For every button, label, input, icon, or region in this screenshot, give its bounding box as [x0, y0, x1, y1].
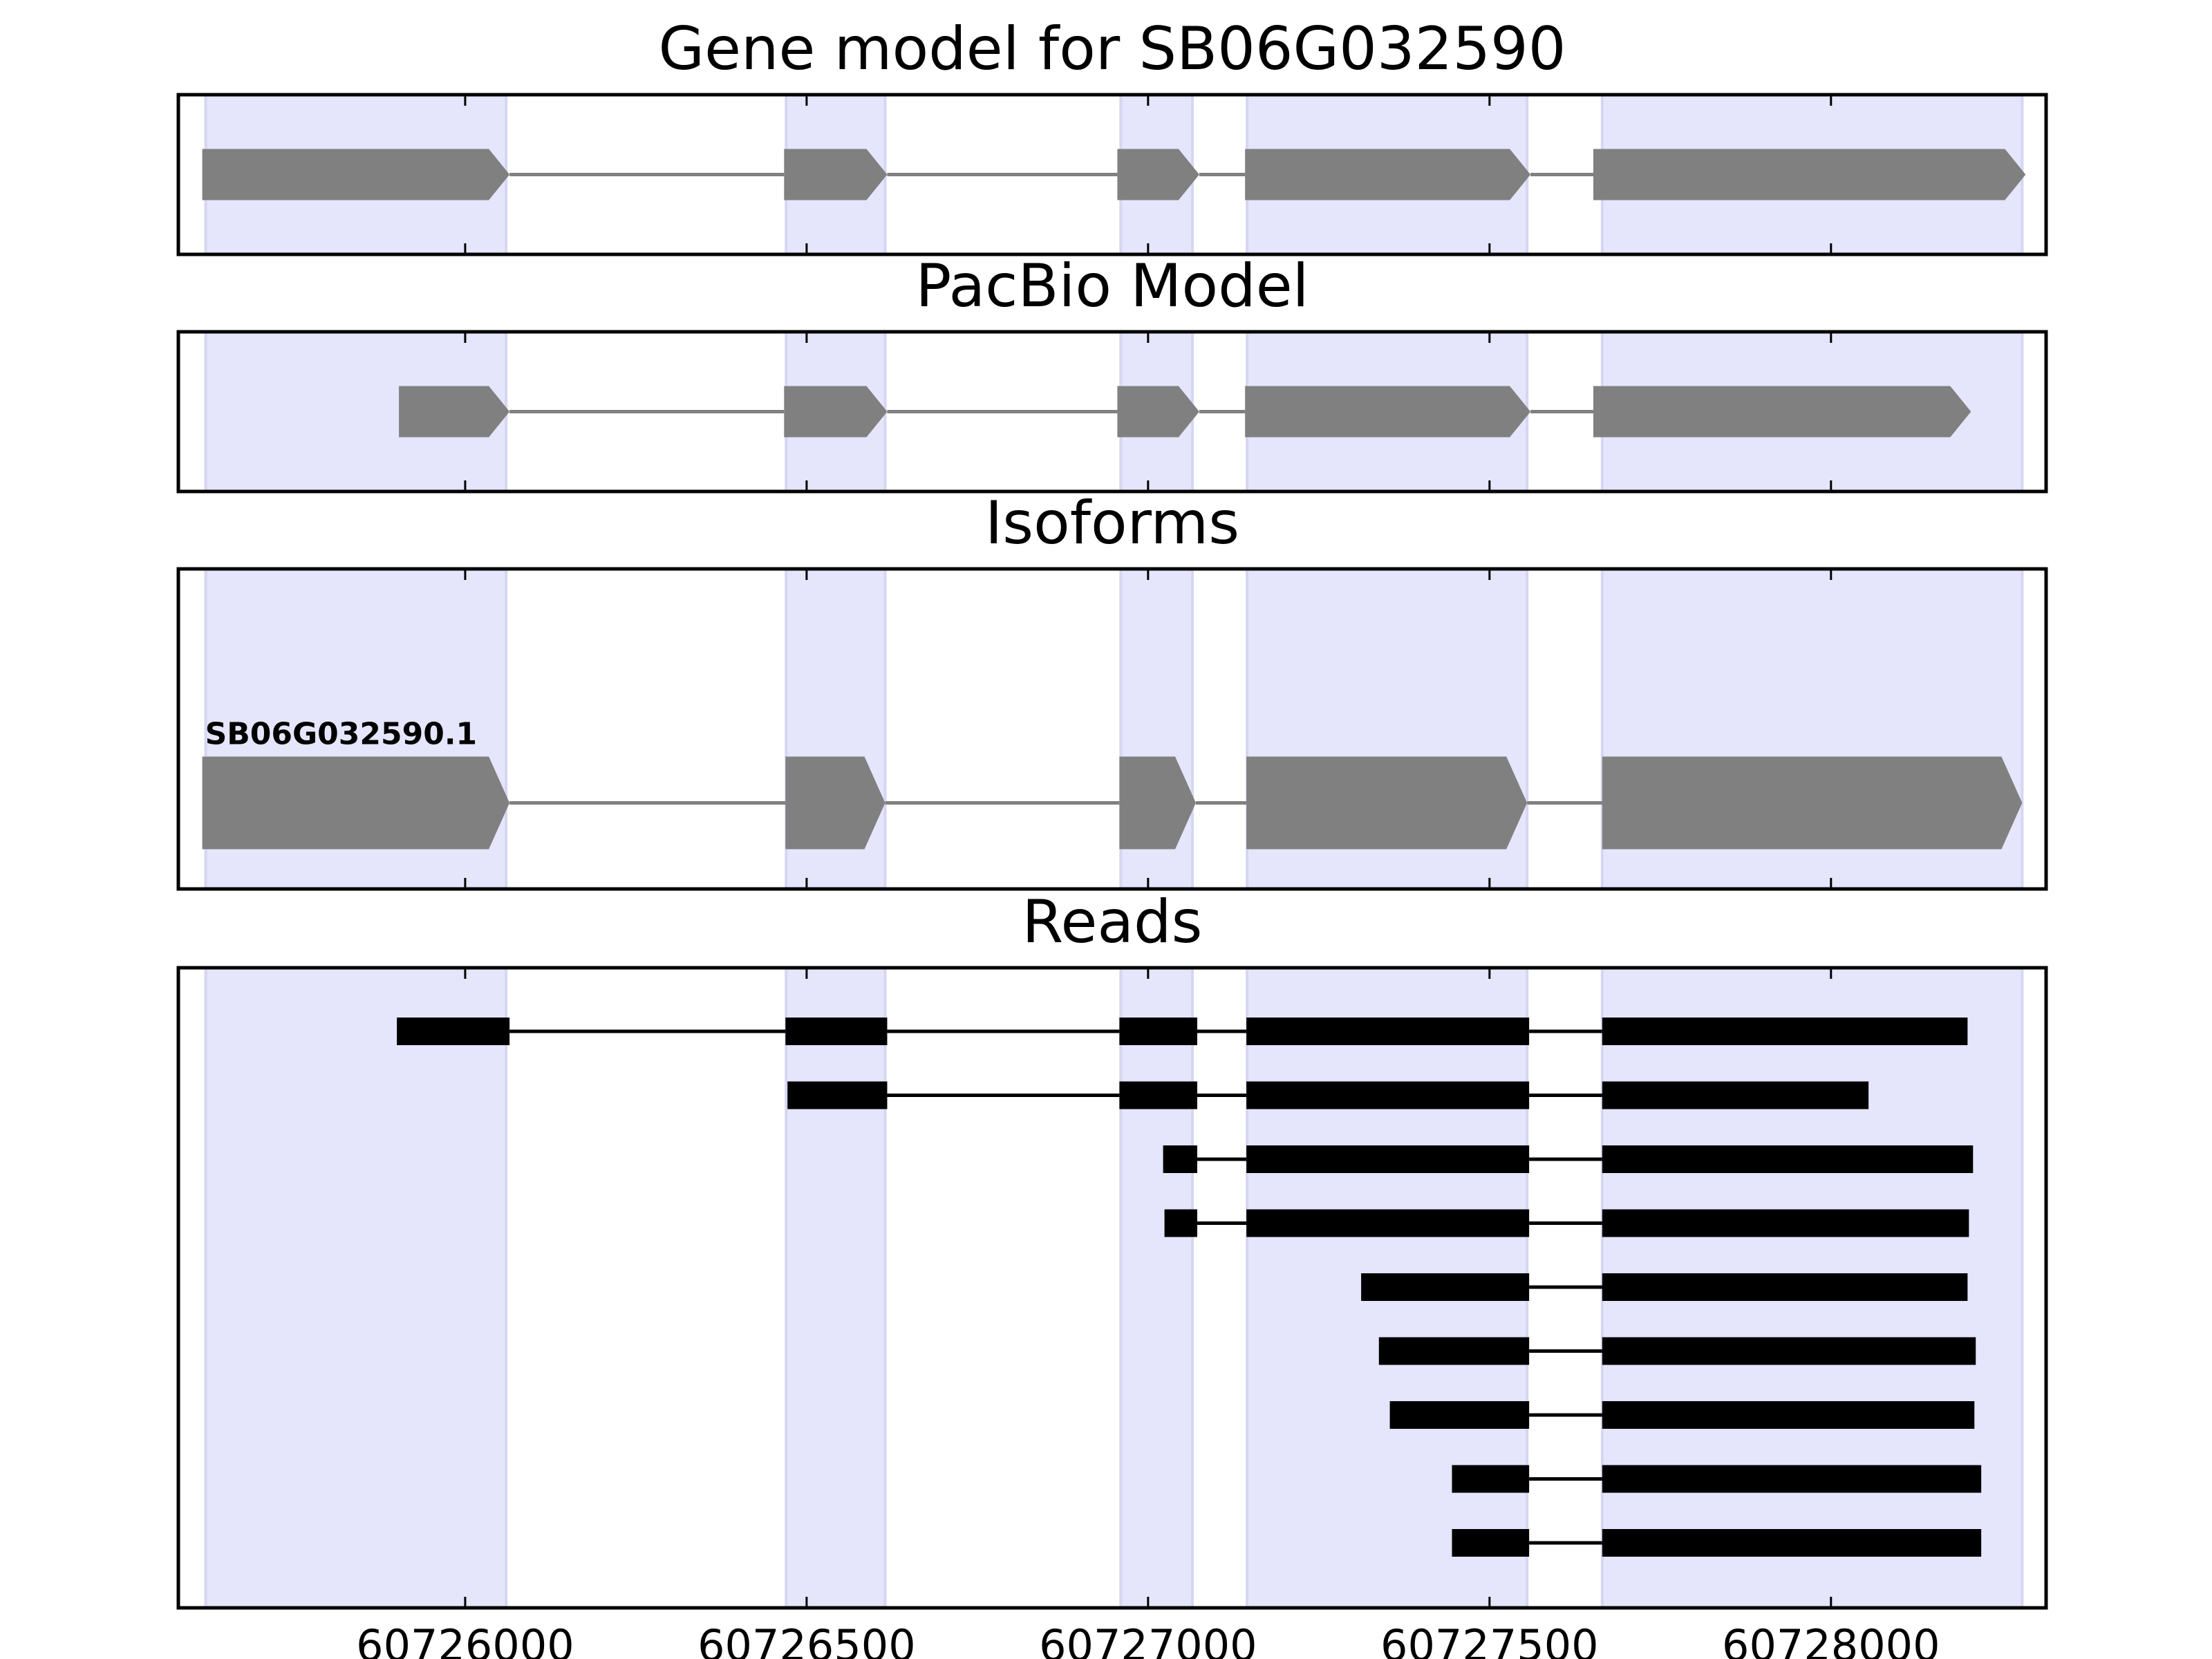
- read-exon-block: [1246, 1081, 1530, 1109]
- exon-arrow: [1246, 756, 1528, 850]
- exon-arrow: [1602, 756, 2023, 850]
- exon-arrow: [1117, 386, 1199, 438]
- panel-frame: [176, 93, 2048, 256]
- read-exon-block: [1389, 1401, 1530, 1429]
- read-exon-block: [1602, 1081, 1869, 1109]
- exon-arrow: [1593, 149, 2026, 200]
- read-exon-block: [1119, 1081, 1197, 1109]
- figure-panels: Gene model for SB06G032590 PacBio Model Is…: [176, 15, 2048, 1659]
- read-exon-block: [1361, 1273, 1530, 1301]
- panel-1: Gene model for SB06G032590: [176, 15, 2048, 256]
- read-exon-block: [1119, 1018, 1197, 1045]
- read-exon-block: [1246, 1209, 1530, 1237]
- read-exon-block: [1602, 1529, 1982, 1557]
- exon-arrow: [784, 149, 888, 200]
- read-exon-block: [1246, 1145, 1530, 1173]
- exon-arrow: [1119, 756, 1197, 850]
- x-tick-label: 60726500: [697, 1620, 916, 1659]
- read-exon-block: [1452, 1465, 1530, 1493]
- read-exon-block: [397, 1018, 510, 1045]
- x-tick-label: 60727000: [1039, 1620, 1257, 1659]
- read-exon-block: [1452, 1529, 1530, 1557]
- panel-4: Reads: [176, 888, 2048, 1610]
- exon-arrow: [1245, 149, 1531, 200]
- read-exon-block: [1246, 1018, 1530, 1045]
- exon-arrow: [1245, 386, 1531, 438]
- exon-region-band: [1119, 966, 1194, 1609]
- read-exon-block: [1602, 1273, 1968, 1301]
- exon-arrow: [784, 386, 888, 438]
- read-exon-block: [1164, 1209, 1197, 1237]
- read-exon-block: [1602, 1465, 1982, 1493]
- read-exon-block: [1602, 1145, 1974, 1173]
- read-exon-block: [1602, 1401, 1975, 1429]
- panel-title: Reads: [1022, 888, 1203, 957]
- exon-arrow: [202, 149, 510, 200]
- panel-frame: [176, 966, 2048, 1610]
- exon-arrow: [399, 386, 510, 438]
- read-exon-block: [1602, 1018, 1968, 1045]
- read-exon-block: [785, 1018, 888, 1045]
- read-exon-block: [1163, 1145, 1197, 1173]
- read-exon-block: [787, 1081, 888, 1109]
- panel-title: Isoforms: [985, 489, 1239, 558]
- panel-title: Gene model for SB06G032590: [659, 15, 1566, 84]
- isoform-label: SB06G032590.1: [205, 717, 478, 752]
- exon-arrow: [1593, 386, 1971, 438]
- exon-arrow: [1117, 149, 1199, 200]
- panel-title: PacBio Model: [915, 252, 1309, 321]
- panel-2: PacBio Model: [176, 252, 2048, 494]
- x-tick-label: 60727500: [1380, 1620, 1599, 1659]
- read-exon-block: [1602, 1209, 1969, 1237]
- exon-region-band: [204, 966, 508, 1609]
- exon-arrow: [785, 756, 885, 850]
- x-tick-label: 60726000: [356, 1620, 574, 1659]
- x-tick-label: 60728000: [1722, 1620, 1940, 1659]
- read-exon-block: [1602, 1337, 1976, 1365]
- panel-frame: [176, 567, 2048, 891]
- exon-region-band: [785, 966, 887, 1609]
- panel-3: Isoforms SB06G032590.1: [176, 489, 2048, 891]
- panel-frame: [176, 330, 2048, 494]
- read-exon-block: [1378, 1337, 1530, 1365]
- exon-arrow: [202, 756, 510, 850]
